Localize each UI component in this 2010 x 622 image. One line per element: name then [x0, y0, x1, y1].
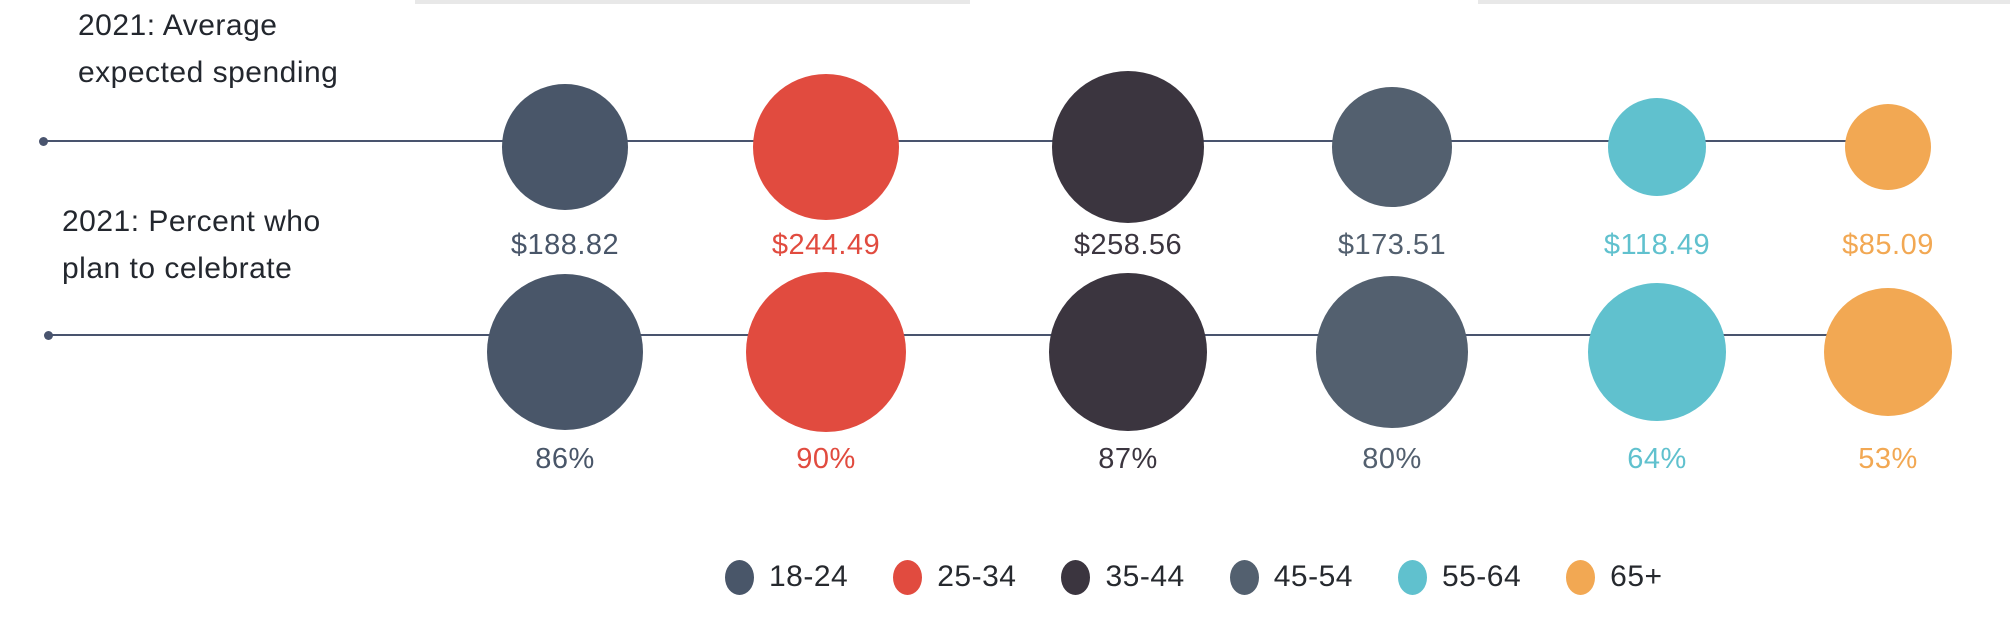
value-label-row2-45-54: 80%	[1362, 443, 1422, 475]
bubble-row2-35-44[interactable]	[1049, 273, 1207, 431]
axis-line-row1	[43, 140, 1888, 142]
bubble-row1-45-54[interactable]	[1332, 87, 1452, 207]
legend-marker-icon	[1061, 559, 1091, 595]
top-border-strip-left	[415, 0, 970, 4]
value-label-row2-25-34: 90%	[796, 443, 856, 475]
value-label-row2-55-64: 64%	[1627, 443, 1687, 475]
bubble-row1-65+[interactable]	[1845, 104, 1931, 190]
legend-marker-icon	[1397, 559, 1427, 595]
legend-label: 65+	[1610, 560, 1663, 593]
legend-item-35-44[interactable]: 35-44	[1061, 559, 1185, 595]
legend-label: 45-54	[1273, 560, 1353, 593]
bubble-row1-55-64[interactable]	[1607, 97, 1707, 197]
value-label-row1-25-34: $244.49	[771, 229, 881, 261]
bubble-row2-65+[interactable]	[1824, 288, 1952, 416]
axis-line-row2	[48, 334, 1888, 336]
bubble-row2-55-64[interactable]	[1588, 283, 1726, 421]
value-label-row1-35-44: $258.56	[1073, 229, 1183, 261]
axis-start-dot-row1	[38, 136, 48, 146]
legend-label: 25-34	[937, 560, 1017, 593]
bubble-row2-18-24[interactable]	[486, 273, 644, 431]
legend-marker-icon	[1566, 559, 1596, 595]
legend-marker-icon	[1229, 559, 1259, 595]
value-label-row2-65+: 53%	[1858, 443, 1918, 475]
axis-start-dot-row2	[43, 330, 53, 340]
bubble-row2-25-34[interactable]	[746, 272, 906, 432]
legend-item-18-24[interactable]: 18-24	[725, 559, 849, 595]
legend-label: 18-24	[769, 560, 849, 593]
legend-marker-icon	[893, 559, 923, 595]
row-title-celebrate: 2021: Percent who plan to celebrate	[62, 205, 321, 285]
bubble-row2-45-54[interactable]	[1316, 276, 1468, 428]
bubble-row1-25-34[interactable]	[752, 73, 900, 221]
legend-item-65+[interactable]: 65+	[1566, 559, 1663, 595]
bubble-row1-18-24[interactable]	[502, 84, 628, 210]
top-border-strip-right	[1478, 0, 2010, 4]
value-label-row1-55-64: $118.49	[1603, 229, 1711, 261]
legend: 18-24 25-34 35-44 45-54 55-64 65+	[725, 554, 1663, 600]
bubble-row1-35-44[interactable]	[1052, 71, 1204, 223]
value-label-row1-65+: $85.09	[1842, 229, 1934, 261]
legend-item-45-54[interactable]: 45-54	[1229, 559, 1353, 595]
value-label-row1-18-24: $188.82	[510, 229, 620, 261]
value-label-row2-35-44: 87%	[1098, 443, 1158, 475]
legend-label: 35-44	[1105, 560, 1185, 593]
value-label-row1-45-54: $173.51	[1337, 229, 1447, 261]
legend-item-25-34[interactable]: 25-34	[893, 559, 1017, 595]
value-label-row2-18-24: 86%	[535, 443, 595, 475]
legend-label: 55-64	[1441, 560, 1522, 593]
legend-item-55-64[interactable]: 55-64	[1397, 559, 1522, 595]
legend-marker-icon	[725, 559, 754, 595]
row-title-spending: 2021: Average expected spending	[78, 9, 339, 89]
